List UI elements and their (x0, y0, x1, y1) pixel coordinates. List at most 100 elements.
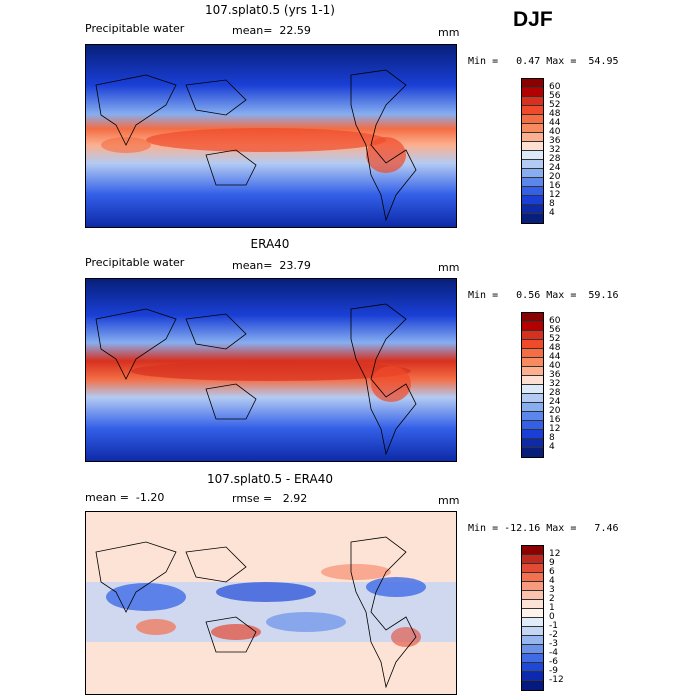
colorbar-swatch (522, 663, 543, 672)
colorbar-tick-label: 60 (549, 316, 561, 326)
colorbar-swatch (522, 681, 543, 690)
colorbar-swatch (522, 645, 543, 654)
panel-2-title: ERA40 (250, 237, 290, 251)
panel-1-units: mm (438, 26, 460, 39)
colorbar-swatch (522, 358, 543, 367)
colorbar-swatch (522, 564, 543, 573)
colorbar-tick-label: -9 (549, 666, 558, 676)
colorbar-tick-label: 20 (549, 406, 561, 416)
colorbar-swatch (522, 196, 543, 205)
colorbar-swatch (522, 403, 543, 412)
panel-1-variable-label: Precipitable water (85, 22, 185, 35)
colorbar-swatch (522, 430, 543, 439)
colorbar-tick-label: 36 (549, 370, 561, 380)
panel-2-min-max: Min = 0.56 Max = 59.16 (468, 290, 619, 301)
panel-1-mean: mean= 22.59 (232, 24, 311, 37)
panel-1-colorbar (521, 78, 544, 224)
colorbar-tick-label: 52 (549, 334, 561, 344)
colorbar-swatch (522, 313, 543, 322)
colorbar-swatch (522, 97, 543, 106)
colorbar-tick-label: 52 (549, 100, 561, 110)
colorbar-swatch (522, 636, 543, 645)
colorbar-tick-label: -1 (549, 621, 558, 631)
colorbar-tick-label: 8 (549, 433, 555, 443)
colorbar-tick-label: 40 (549, 127, 561, 137)
colorbar-swatch (522, 79, 543, 88)
colorbar-tick-label: 2 (549, 594, 555, 604)
colorbar-tick-label: 56 (549, 91, 561, 101)
panel-3-map (85, 511, 457, 695)
colorbar-tick-label: 12 (549, 190, 561, 200)
colorbar-swatch (522, 115, 543, 124)
colorbar-swatch (522, 160, 543, 169)
panel-2-colorbar-ticks: 60 56 52 48 44 40 36 32 28 24 20 16 12 8 4 (549, 317, 560, 452)
colorbar-tick-label: -2 (549, 630, 558, 640)
colorbar-swatch (522, 672, 543, 681)
panel-3-mean: mean = -1.20 (85, 491, 165, 504)
colorbar-tick-label: 28 (549, 154, 561, 164)
colorbar-tick-label: -12 (549, 675, 564, 685)
colorbar-swatch (522, 367, 543, 376)
colorbar-swatch (522, 376, 543, 385)
colorbar-tick-label: 32 (549, 379, 561, 389)
panel-3-rmse: rmse = 2.92 (232, 492, 308, 505)
season-label: DJF (513, 8, 553, 31)
colorbar-swatch (522, 555, 543, 564)
colorbar-swatch (522, 573, 543, 582)
colorbar-tick-label: 40 (549, 361, 561, 371)
colorbar-tick-label: 16 (549, 181, 561, 191)
panel-3-min-max: Min = -12.16 Max = 7.46 (468, 523, 619, 534)
panel-2-mean: mean= 23.79 (232, 259, 311, 272)
colorbar-swatch (522, 106, 543, 115)
panel-1-colorbar-ticks: 60 56 52 48 44 40 36 32 28 24 20 16 12 8 4 (549, 83, 560, 218)
colorbar-swatch (522, 214, 543, 223)
colorbar-tick-label: 8 (549, 199, 555, 209)
colorbar-swatch (522, 582, 543, 591)
colorbar-tick-label: 48 (549, 343, 561, 353)
panel-3-colorbar-ticks: 12 9 6 4 3 2 1 0 -1 -2 -3 -4 -6 -9 -12 (549, 550, 564, 685)
colorbar-swatch (522, 205, 543, 214)
colorbar-tick-label: 32 (549, 145, 561, 155)
colorbar-swatch (522, 349, 543, 358)
colorbar-swatch (522, 178, 543, 187)
colorbar-tick-label: 4 (549, 442, 555, 452)
panel-3-colorbar (521, 545, 544, 691)
colorbar-tick-label: 9 (549, 558, 555, 568)
colorbar-swatch (522, 627, 543, 636)
colorbar-swatch (522, 439, 543, 448)
panel-2-variable-label: Precipitable water (85, 256, 185, 269)
colorbar-swatch (522, 151, 543, 160)
colorbar-tick-label: 3 (549, 585, 555, 595)
colorbar-swatch (522, 591, 543, 600)
colorbar-tick-label: 56 (549, 325, 561, 335)
colorbar-swatch (522, 412, 543, 421)
colorbar-swatch (522, 88, 543, 97)
colorbar-tick-label: 20 (549, 172, 561, 182)
panel-1-min-max: Min = 0.47 Max = 54.95 (468, 56, 619, 67)
colorbar-swatch (522, 600, 543, 609)
colorbar-tick-label: 6 (549, 567, 555, 577)
colorbar-tick-label: 44 (549, 352, 561, 362)
colorbar-tick-label: 24 (549, 163, 561, 173)
colorbar-tick-label: 4 (549, 576, 555, 586)
colorbar-swatch (522, 187, 543, 196)
colorbar-tick-label: -4 (549, 648, 558, 658)
colorbar-tick-label: 60 (549, 82, 561, 92)
colorbar-swatch (522, 331, 543, 340)
colorbar-swatch (522, 609, 543, 618)
colorbar-tick-label: 28 (549, 388, 561, 398)
colorbar-swatch (522, 546, 543, 555)
colorbar-tick-label: -6 (549, 657, 558, 667)
colorbar-swatch (522, 618, 543, 627)
colorbar-tick-label: 16 (549, 415, 561, 425)
colorbar-swatch (522, 421, 543, 430)
colorbar-tick-label: 0 (549, 612, 555, 622)
colorbar-swatch (522, 133, 543, 142)
colorbar-tick-label: 24 (549, 397, 561, 407)
colorbar-tick-label: 1 (549, 603, 555, 613)
colorbar-tick-label: -3 (549, 639, 558, 649)
panel-1-map (85, 44, 457, 228)
colorbar-tick-label: 36 (549, 136, 561, 146)
colorbar-swatch (522, 142, 543, 151)
panel-3-units: mm (438, 494, 460, 507)
